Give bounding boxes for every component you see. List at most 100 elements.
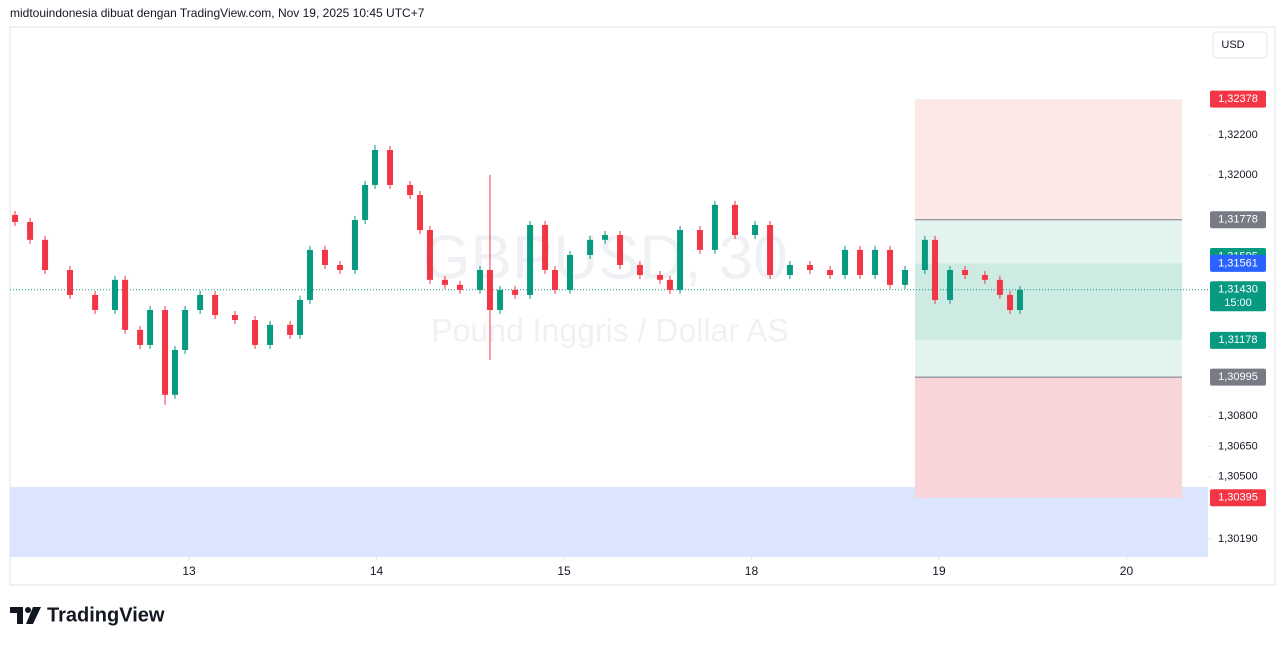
edge-tag xyxy=(1210,368,1266,386)
candle-body xyxy=(932,239,939,300)
candle-body xyxy=(962,269,969,276)
logo-slash xyxy=(26,607,41,624)
candle-body xyxy=(252,320,259,345)
candle-body xyxy=(92,294,99,310)
y-tick-label: 1,30800 xyxy=(1218,410,1258,422)
candle-body xyxy=(441,279,448,285)
logo-mark xyxy=(10,607,23,624)
candle-body xyxy=(351,219,358,270)
brand: TradingView xyxy=(47,604,165,626)
candle-body xyxy=(887,249,894,285)
y-tick-label: 1,30500 xyxy=(1218,471,1258,483)
candle-body xyxy=(171,349,178,395)
x-tick-label: 15 xyxy=(557,564,571,578)
candle-body xyxy=(306,249,313,300)
candle-body xyxy=(567,254,574,290)
candle-body xyxy=(902,269,909,285)
y-tick-label: 1,30190 xyxy=(1218,533,1258,545)
candle-body xyxy=(267,324,274,345)
y-tick-label: 1,32200 xyxy=(1218,129,1258,141)
x-tick-label: 18 xyxy=(745,564,759,578)
candle-body xyxy=(197,294,204,310)
candle-body xyxy=(947,269,954,300)
candle-body xyxy=(767,224,774,276)
candle-body xyxy=(827,269,834,276)
candle-body xyxy=(147,309,154,345)
inner-bottom-tag-label: 1,31178 xyxy=(1219,334,1258,346)
frame xyxy=(9,26,1276,586)
candle-body xyxy=(27,221,34,240)
edge-tag-label: 1,32378 xyxy=(1218,93,1258,105)
position-band xyxy=(914,377,1182,498)
candle-body xyxy=(66,269,73,295)
candle-body xyxy=(996,279,1003,295)
candle-body xyxy=(212,294,219,316)
watermark-name: Pound Inggris / Dollar AS xyxy=(431,312,789,348)
candle-body xyxy=(587,239,594,255)
candle-body xyxy=(486,269,493,310)
candle-body xyxy=(542,224,549,270)
inner-top-tag-label: 1,31561 xyxy=(1218,257,1258,269)
logo-dot xyxy=(25,607,31,613)
candle-body xyxy=(477,269,484,290)
candle-body xyxy=(981,275,988,280)
candle-body xyxy=(362,184,369,220)
candle-body xyxy=(42,239,49,270)
candle-body xyxy=(426,229,433,280)
x-tick-label: 13 xyxy=(182,564,196,578)
y-tick-label: 1,32000 xyxy=(1218,169,1258,181)
candle-body xyxy=(731,204,738,236)
candle-body xyxy=(497,289,504,310)
x-tick-label: 19 xyxy=(932,564,946,578)
candle-body xyxy=(456,284,463,290)
candle-body xyxy=(372,150,379,185)
edge-tag xyxy=(1210,90,1266,108)
candle-body xyxy=(677,229,684,290)
candle-body xyxy=(182,309,189,350)
currency-label: USD xyxy=(1221,39,1244,51)
candle-body xyxy=(12,214,19,222)
edge-tag xyxy=(1210,211,1266,229)
candle-body xyxy=(786,264,793,276)
candle-body xyxy=(417,195,424,230)
edge-tag-label: 1,30395 xyxy=(1218,492,1258,504)
last-price-tag xyxy=(1210,281,1266,312)
y-tick-label: 1,30650 xyxy=(1218,440,1258,452)
inner-band xyxy=(914,263,1182,341)
candle-body xyxy=(1007,294,1014,310)
candle-body xyxy=(656,275,663,280)
edge-tag-label: 1,31778 xyxy=(1218,214,1258,226)
candle-body xyxy=(231,315,238,321)
candle-body xyxy=(842,249,849,276)
zone xyxy=(10,486,1208,557)
candle-body xyxy=(512,289,519,295)
candle-body xyxy=(297,299,304,335)
candle-body xyxy=(387,150,394,185)
candle-body xyxy=(602,235,609,240)
inner-top-tag xyxy=(1210,254,1266,272)
header: midtouindonesia dibuat dengan TradingVie… xyxy=(10,6,425,20)
edge-tag-label: 1,30995 xyxy=(1218,371,1258,383)
candle-body xyxy=(617,235,624,265)
candle-body xyxy=(552,269,559,290)
x-tick-label: 20 xyxy=(1120,564,1134,578)
edge-tag xyxy=(1210,489,1266,507)
inner-bottom-tag xyxy=(1210,331,1266,349)
candle-body xyxy=(636,264,643,276)
x-tick-label: 14 xyxy=(370,564,384,578)
candle-body xyxy=(752,224,759,236)
candle-body xyxy=(336,264,343,270)
candle-body xyxy=(872,249,879,276)
candle-body xyxy=(122,279,129,330)
candle-body xyxy=(1016,289,1023,310)
candle-body xyxy=(407,184,414,196)
candle-body xyxy=(857,249,864,276)
candle-body xyxy=(711,204,718,250)
candle-body xyxy=(666,279,673,290)
currency-button[interactable] xyxy=(1212,31,1268,59)
candle-body xyxy=(527,224,534,295)
candle-body xyxy=(921,239,928,270)
logo: TradingView xyxy=(10,604,165,626)
position-band xyxy=(914,99,1182,220)
